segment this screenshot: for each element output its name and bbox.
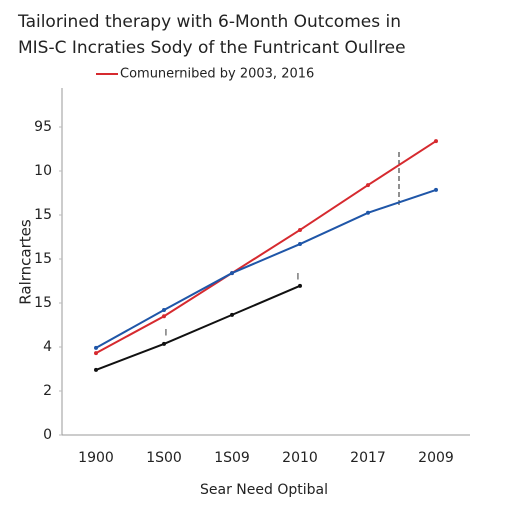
y-axis-label: Ralrncartes: [17, 219, 35, 305]
annotation: I: [165, 329, 168, 339]
x-tick-label: 1S00: [146, 450, 182, 466]
y-tick-label: 15: [34, 251, 52, 267]
series-line: [95, 188, 437, 349]
point: [94, 351, 98, 356]
annotation: I: [297, 273, 300, 283]
y-tick-label: 2: [43, 383, 52, 399]
x-axis-label: Sear Need Optibal: [200, 482, 328, 498]
chart-title: Tailorined therapy with 6-Month Outcomes…: [17, 12, 401, 32]
point: [298, 242, 302, 247]
y-tick-label: 4: [43, 339, 52, 355]
y-tick-label: 15: [34, 295, 52, 311]
point: [366, 210, 370, 215]
y-tick-label: 15: [34, 207, 52, 223]
point: [298, 227, 302, 232]
x-tick-label: 2017: [350, 450, 386, 466]
point: [366, 183, 370, 188]
series-line: [95, 140, 437, 355]
legend-label: Comunernibed by 2003, 2016: [120, 67, 314, 82]
point: [162, 314, 166, 319]
point: [434, 139, 438, 144]
y-tick-label: 0: [43, 427, 52, 443]
x-tick-label: 1S09: [214, 450, 250, 466]
point: [230, 271, 234, 276]
point: [94, 367, 98, 372]
x-tick-label: 1900: [78, 450, 114, 466]
point: [230, 312, 234, 317]
chart-title: MIS-C Incraties Sody of the Funtricant O…: [18, 38, 406, 58]
y-tick-label: 10: [34, 163, 52, 179]
point: [94, 345, 98, 350]
series-line: [95, 284, 301, 371]
point: [162, 308, 166, 313]
point: [298, 283, 302, 288]
x-tick-label: 2010: [282, 450, 318, 466]
point: [162, 341, 166, 346]
x-tick-label: 2009: [418, 450, 454, 466]
point: [434, 187, 438, 192]
y-tick-label: 95: [34, 119, 52, 135]
